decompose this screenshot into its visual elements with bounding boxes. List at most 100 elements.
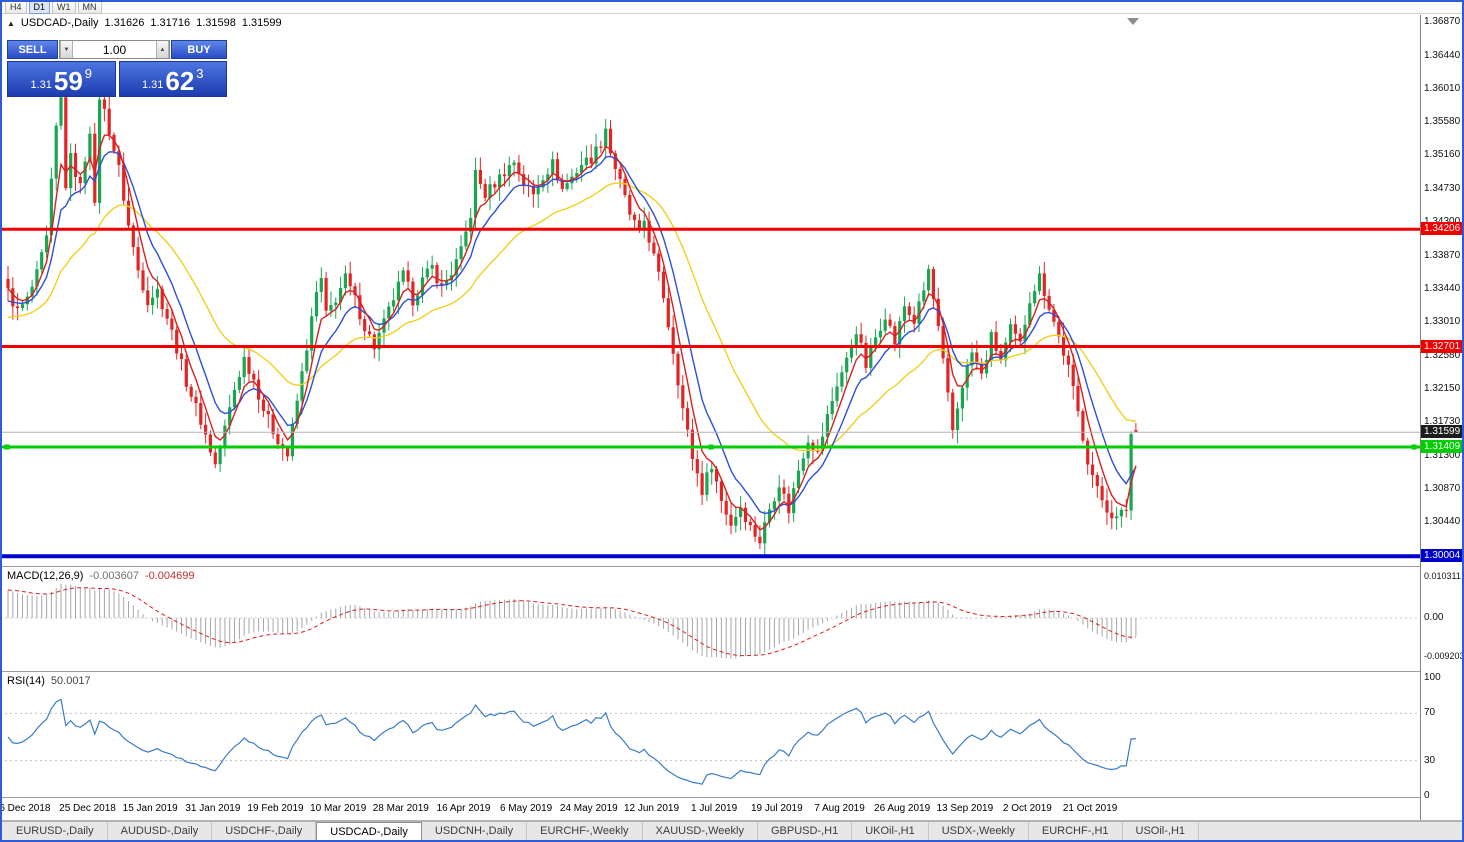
timeframe-button-w1[interactable]: W1 bbox=[52, 0, 76, 14]
price-tick-label: 1.31300 bbox=[1424, 449, 1461, 461]
rsi-line bbox=[7, 698, 1136, 785]
time-axis-label: 24 May 2019 bbox=[559, 803, 618, 814]
price-level-badge: 1.31599 bbox=[1421, 425, 1464, 439]
price-tick-label: 1.32580 bbox=[1424, 349, 1461, 361]
volume-increase-button[interactable]: ▲ bbox=[156, 41, 169, 58]
sell-price-display[interactable]: 1.31 59 9 bbox=[7, 61, 116, 97]
sell-price-pip-digit: 9 bbox=[84, 66, 93, 81]
price-tick-label: 1.35580 bbox=[1424, 116, 1461, 128]
macd-scale-label: 0.010311 bbox=[1424, 571, 1461, 581]
price-tick-label: 1.33440 bbox=[1424, 282, 1461, 294]
price-tick-label: 1.33010 bbox=[1424, 316, 1461, 328]
sell-price-prefix: 1.31 bbox=[30, 79, 52, 91]
tick-up-icon: ▲ bbox=[7, 18, 15, 28]
chart-tab-usoil-h1[interactable]: USOil-,H1 bbox=[1123, 822, 1200, 840]
chart-tab-usdchf-daily[interactable]: USDCHF-,Daily bbox=[212, 822, 317, 840]
macd-signal-value: -0.004699 bbox=[144, 570, 195, 582]
panel-divider bbox=[0, 797, 1421, 798]
chart-tab-eurusd-daily[interactable]: EURUSD-,Daily bbox=[3, 822, 108, 840]
price-chart[interactable] bbox=[0, 15, 1421, 566]
buy-price-prefix: 1.31 bbox=[141, 79, 164, 91]
time-axis[interactable]: 6 Dec 2018 25 Dec 2018 15 Jan 2019 31 Jan 2… bbox=[0, 798, 1421, 820]
buy-price-big-digits: 62 bbox=[165, 66, 195, 96]
low-value: 1.31598 bbox=[196, 17, 236, 29]
timeframe-button-mn[interactable]: MN bbox=[77, 0, 102, 14]
chart-tab-eurchf-weekly[interactable]: EURCHF-,Weekly bbox=[527, 822, 643, 840]
price-tick-label: 1.34730 bbox=[1424, 182, 1461, 194]
buy-button[interactable]: BUY bbox=[171, 40, 227, 59]
panel-divider[interactable] bbox=[0, 671, 1421, 672]
chart-tab-ukoil-h1[interactable]: UKOil-,H1 bbox=[852, 822, 929, 840]
time-axis-label: 12 Jun 2019 bbox=[623, 803, 680, 814]
volume-control: ▼ 1.00 ▲ bbox=[59, 40, 170, 59]
chart-shift-marker-icon bbox=[1127, 18, 1139, 25]
chart-tab-xauusd-weekly[interactable]: XAUUSD-,Weekly bbox=[643, 822, 758, 840]
chart-tab-usdcad-daily[interactable]: USDCAD-,Daily bbox=[316, 822, 422, 840]
panel-divider[interactable] bbox=[0, 566, 1421, 567]
axis-divider bbox=[0, 820, 1464, 821]
chart-tab-audusd-daily[interactable]: AUDUSD-,Daily bbox=[108, 822, 213, 840]
price-level-badge: 1.30004 bbox=[1421, 549, 1464, 563]
buy-price-pip-digit: 3 bbox=[196, 66, 204, 81]
line-handle[interactable] bbox=[4, 444, 10, 450]
timeframe-button-h4[interactable]: H4 bbox=[5, 0, 27, 14]
time-axis-label: 19 Feb 2019 bbox=[247, 803, 304, 814]
time-axis-label: 7 Aug 2019 bbox=[814, 803, 865, 814]
volume-input[interactable]: 1.00 bbox=[102, 42, 127, 57]
time-axis-label: 1 Jul 2019 bbox=[691, 803, 738, 814]
time-axis-label: 16 Apr 2019 bbox=[436, 803, 491, 814]
price-tick-label: 1.34300 bbox=[1424, 216, 1460, 228]
price-tick-label: 1.36440 bbox=[1424, 49, 1461, 61]
time-axis-label: 31 Jan 2019 bbox=[185, 803, 241, 814]
volume-decrease-button[interactable]: ▼ bbox=[60, 41, 73, 58]
macd-main-value: -0.003607 bbox=[89, 570, 139, 582]
macd-header: MACD(12,26,9) -0.003607 -0.004699 bbox=[7, 570, 195, 582]
chart-tab-usdx-weekly[interactable]: USDX-,Weekly bbox=[929, 822, 1029, 840]
price-tick-label: 1.30870 bbox=[1424, 483, 1461, 494]
line-handle[interactable] bbox=[708, 444, 714, 450]
rsi-scale-label: 0 bbox=[1424, 790, 1430, 801]
chart-tab-usdcnh-daily[interactable]: USDCNH-,Daily bbox=[422, 822, 528, 840]
price-level-badge: 1.34206 bbox=[1421, 222, 1464, 236]
price-tick-label: 1.36010 bbox=[1424, 82, 1461, 94]
price-tick-label: 1.35160 bbox=[1424, 149, 1461, 161]
rsi-scale-label: 30 bbox=[1424, 754, 1436, 766]
time-axis-label: 21 Oct 2019 bbox=[1062, 803, 1118, 814]
time-axis-label: 10 Mar 2019 bbox=[310, 803, 367, 814]
time-axis-label: 2 Oct 2019 bbox=[1002, 803, 1052, 814]
chart-tabs-bar: EURUSD-,Daily AUDUSD-,Daily USDCHF-,Daily U… bbox=[0, 821, 1464, 840]
macd-indicator-chart[interactable] bbox=[0, 567, 1421, 671]
time-axis-label: 13 Sep 2019 bbox=[936, 803, 994, 814]
close-value: 1.31599 bbox=[241, 17, 282, 29]
time-axis-label: 28 Mar 2019 bbox=[372, 803, 429, 814]
macd-signal-line bbox=[7, 587, 1136, 657]
price-scale[interactable]: 1.36870 1.36440 1.36010 1.35580 1.35160 1.347… bbox=[1421, 0, 1464, 820]
chart-tab-eurchf-h1[interactable]: EURCHF-,H1 bbox=[1029, 822, 1123, 840]
macd-scale-label: -0.009203 bbox=[1424, 650, 1464, 661]
line-handle[interactable] bbox=[1411, 444, 1417, 450]
chart-tab-gbpusd-h1[interactable]: GBPUSD-,H1 bbox=[758, 822, 853, 840]
sell-button[interactable]: SELL bbox=[7, 40, 58, 59]
price-tick-label: 1.32150 bbox=[1424, 383, 1461, 395]
time-axis-label: 19 Jul 2019 bbox=[750, 803, 803, 814]
buy-price-display[interactable]: 1.31 62 3 bbox=[118, 61, 227, 97]
sell-price-big-digits: 59 bbox=[53, 66, 83, 96]
macd-scale-label: 0.00 bbox=[1424, 612, 1444, 623]
time-axis-label: 6 Dec 2018 bbox=[0, 803, 51, 814]
price-tick-label: 1.30440 bbox=[1424, 516, 1461, 528]
open-value: 1.31626 bbox=[104, 17, 145, 29]
macd-label: MACD(12,26,9) bbox=[7, 570, 84, 582]
price-tick-label: 1.31730 bbox=[1424, 416, 1461, 427]
symbol-timeframe-label: USDCAD-,Daily bbox=[20, 17, 99, 29]
rsi-indicator-chart[interactable] bbox=[0, 672, 1421, 797]
one-click-trading-panel: SELL ▼ 1.00 ▲ BUY 1.31 59 9 1.31 62 3 bbox=[7, 40, 227, 97]
price-level-badge: 1.32701 bbox=[1421, 339, 1464, 353]
time-axis-label: 6 May 2019 bbox=[499, 803, 553, 814]
timeframe-toolbar: H4 D1 W1 MN bbox=[0, 0, 1464, 14]
rsi-scale-label: 70 bbox=[1424, 707, 1436, 719]
timeframe-button-d1[interactable]: D1 bbox=[28, 0, 51, 14]
price-tick-label: 1.36870 bbox=[1424, 16, 1461, 27]
slow-ma-line[interactable] bbox=[7, 182, 1137, 452]
scale-separator bbox=[1420, 15, 1421, 820]
